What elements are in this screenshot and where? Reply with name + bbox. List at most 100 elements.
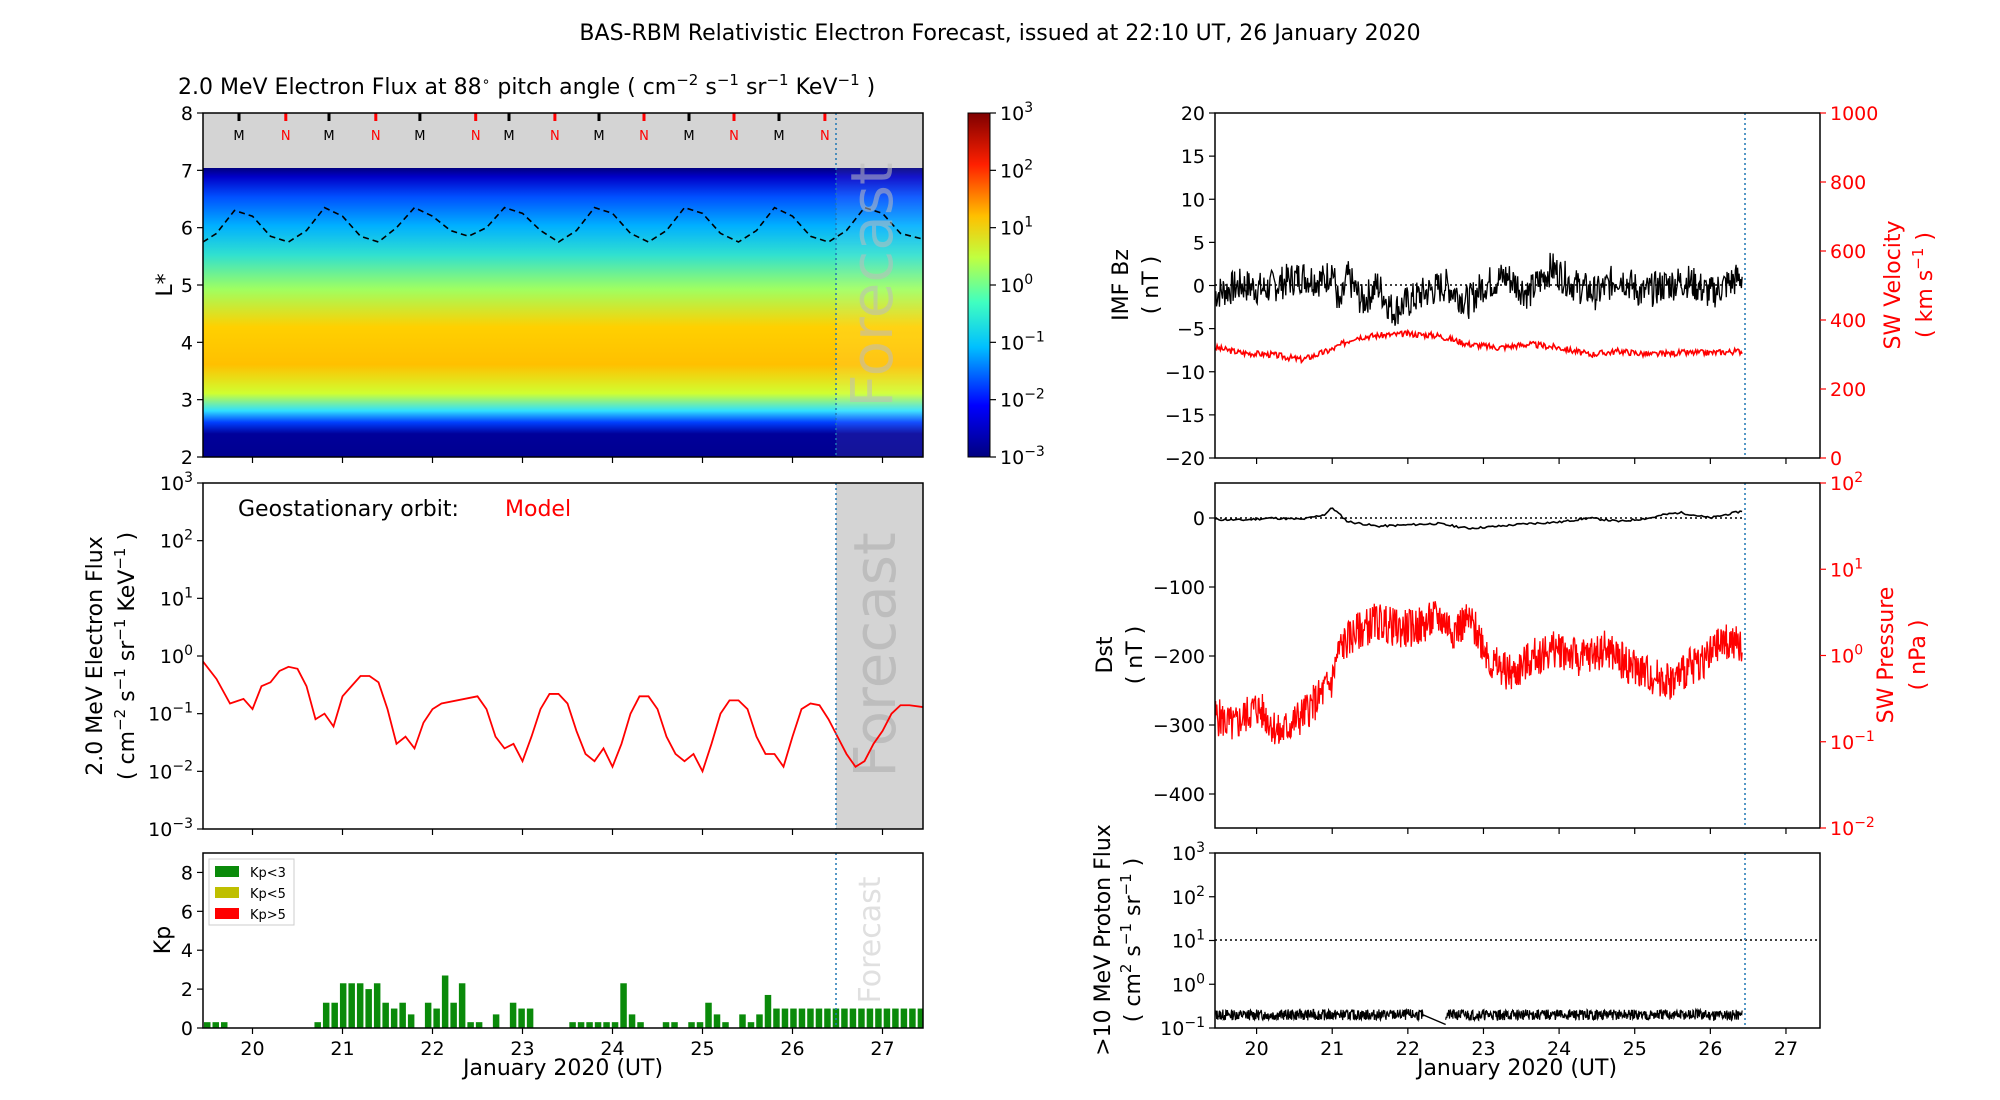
- imf-y2tick-label: 0: [1830, 448, 1842, 470]
- proton-path: [1215, 1007, 1424, 1023]
- heatmap-ytick-label: 6: [181, 218, 193, 240]
- mn-marker-label: N: [550, 129, 560, 144]
- kp-bar: [399, 1002, 406, 1028]
- figure-title: BAS-RBM Relativistic Electron Forecast, …: [579, 21, 1420, 46]
- kp-bar: [620, 983, 627, 1028]
- proton-xtick-label: 21: [1320, 1038, 1344, 1060]
- kp-bar: [407, 1014, 415, 1028]
- kp-legend-swatch-mid: [215, 887, 239, 898]
- kp-bar: [356, 983, 364, 1028]
- imf-ytick-label: 5: [1193, 232, 1205, 254]
- kp-bar: [671, 1022, 678, 1028]
- kp-bar: [781, 1008, 789, 1028]
- kp-legend-label-mid: Kp<5: [250, 887, 286, 902]
- kp-bar: [467, 1022, 474, 1028]
- kp-bar: [586, 1022, 593, 1028]
- imf-y2tick-label: 800: [1830, 172, 1866, 194]
- imf-ytick-label: 10: [1181, 189, 1205, 211]
- kp-xtick-label: 23: [510, 1038, 534, 1060]
- kp-xtick-label: 25: [690, 1038, 714, 1060]
- kp-bar: [713, 1014, 721, 1028]
- heatmap-title: 2.0 MeV Electron Flux at 88∘ pitch angle…: [178, 71, 875, 100]
- proton-xlabel: January 2020 (UT): [1415, 1056, 1617, 1081]
- kp-frame: [202, 852, 924, 1029]
- proton-ytick-label: 103: [1172, 840, 1205, 865]
- kp-bar: [611, 1022, 619, 1028]
- kp-bar: [475, 1022, 483, 1028]
- dst-ylabel-units: ( nT ): [1123, 626, 1148, 685]
- kp-bar: [628, 1014, 636, 1028]
- kp-bar: [220, 1022, 228, 1028]
- kp-bar: [204, 1022, 211, 1028]
- imf-ytick-label: 15: [1181, 146, 1205, 168]
- kp-bar: [365, 989, 372, 1028]
- dst-ytick-label: −100: [1153, 577, 1205, 599]
- imf-ytick-label: −10: [1165, 362, 1205, 384]
- imf-y2tick-label: 600: [1830, 241, 1866, 263]
- proton-gap-path: [1422, 1014, 1446, 1026]
- kp-bar: [603, 1022, 610, 1028]
- kp-bar: [433, 1008, 440, 1028]
- imf-y2tick-label: 400: [1830, 310, 1866, 332]
- geo-flux-panel: Forecast Geostationary orbit: Model 10−3…: [83, 470, 924, 841]
- proton-ytick-label: 102: [1172, 884, 1205, 909]
- mn-marker-label: N: [371, 129, 381, 144]
- imf-y2label: SW Velocity: [1881, 220, 1906, 349]
- colorbar-tick-label: 10−2: [1000, 387, 1045, 412]
- mn-marker-label: N: [281, 129, 291, 144]
- kp-ytick-label: 0: [181, 1018, 193, 1040]
- dashed-boundary-path: [203, 206, 923, 243]
- geo-flux-path: [203, 661, 923, 774]
- imf-ytick-label: −15: [1165, 405, 1205, 427]
- geo-ytick-label: 103: [160, 470, 193, 495]
- dst-y2-axis: 102 101 100 10−1 10−2: [1820, 470, 1875, 840]
- proton-ytick-label: 100: [1172, 971, 1205, 996]
- kp-bar: [883, 1008, 891, 1028]
- kp-bar: [875, 1008, 882, 1028]
- kp-bar: [569, 1022, 576, 1028]
- kp-forecast-label: Forecast: [853, 876, 888, 1003]
- geo-ylabel: 2.0 MeV Electron Flux: [83, 536, 108, 776]
- colorbar-tick-label: 100: [1000, 272, 1033, 297]
- heatmap-ytick-label: 3: [181, 390, 193, 412]
- kp-xtick-label: 21: [330, 1038, 354, 1060]
- imf-velocity-path: [1215, 328, 1743, 365]
- kp-bar: [339, 983, 347, 1028]
- mn-marker-label: M: [683, 129, 694, 144]
- proton-path: [1445, 1007, 1743, 1023]
- colorbar-tick-label: 102: [1000, 157, 1033, 182]
- kp-bar: [705, 1002, 712, 1028]
- kp-ytick-label: 6: [181, 901, 193, 923]
- proton-ylabel-units: ( cm2 s−1 sr−1 ): [1117, 858, 1146, 1022]
- proton-y-axis: 10−1 100 101 102 103: [1160, 840, 1215, 1040]
- kp-xtick-label: 27: [870, 1038, 894, 1060]
- imf-ytick-label: 0: [1193, 276, 1205, 298]
- kp-bar: [892, 1008, 899, 1028]
- heatmap-forecast-tint: [836, 168, 923, 457]
- imf-ytick-label: 20: [1181, 103, 1205, 125]
- kp-bar: [424, 1002, 432, 1028]
- proton-ytick-label: 10−1: [1160, 1015, 1205, 1040]
- kp-bar: [314, 1022, 321, 1028]
- dashed-boundary-line: [203, 206, 923, 243]
- mn-marker-label: N: [820, 129, 830, 144]
- kp-y-axis: 0 2 4 6 8: [181, 862, 203, 1040]
- proton-xtick-label: 22: [1396, 1038, 1420, 1060]
- kp-legend-swatch-high: [215, 908, 239, 919]
- heatmap-empty-region: [203, 113, 923, 171]
- colorbar-ticks: 10−3 10−2 10−1 100 101 102 103: [990, 100, 1045, 469]
- imf-y2-axis: 1000 800 600 400 200 0: [1820, 103, 1878, 470]
- kp-bar: [450, 1002, 457, 1028]
- heatmap-flux-field: [203, 168, 923, 457]
- imf-y-axis: 20 15 10 5 0 −5 −10 −15 −20: [1165, 103, 1215, 470]
- heatmap-panel: 2.0 MeV Electron Flux at 88∘ pitch angle…: [153, 71, 1045, 469]
- proton-lines: [1215, 1007, 1743, 1026]
- colorbar: [967, 112, 991, 458]
- dst-path: [1215, 507, 1743, 530]
- proton-xtick-label: 25: [1623, 1038, 1647, 1060]
- heatmap-ytick-label: 2: [181, 447, 193, 469]
- kp-ytick-label: 2: [181, 979, 193, 1001]
- geo-frame: [202, 482, 924, 830]
- kp-bar: [526, 1008, 534, 1028]
- imf-ytick-label: −5: [1177, 319, 1205, 341]
